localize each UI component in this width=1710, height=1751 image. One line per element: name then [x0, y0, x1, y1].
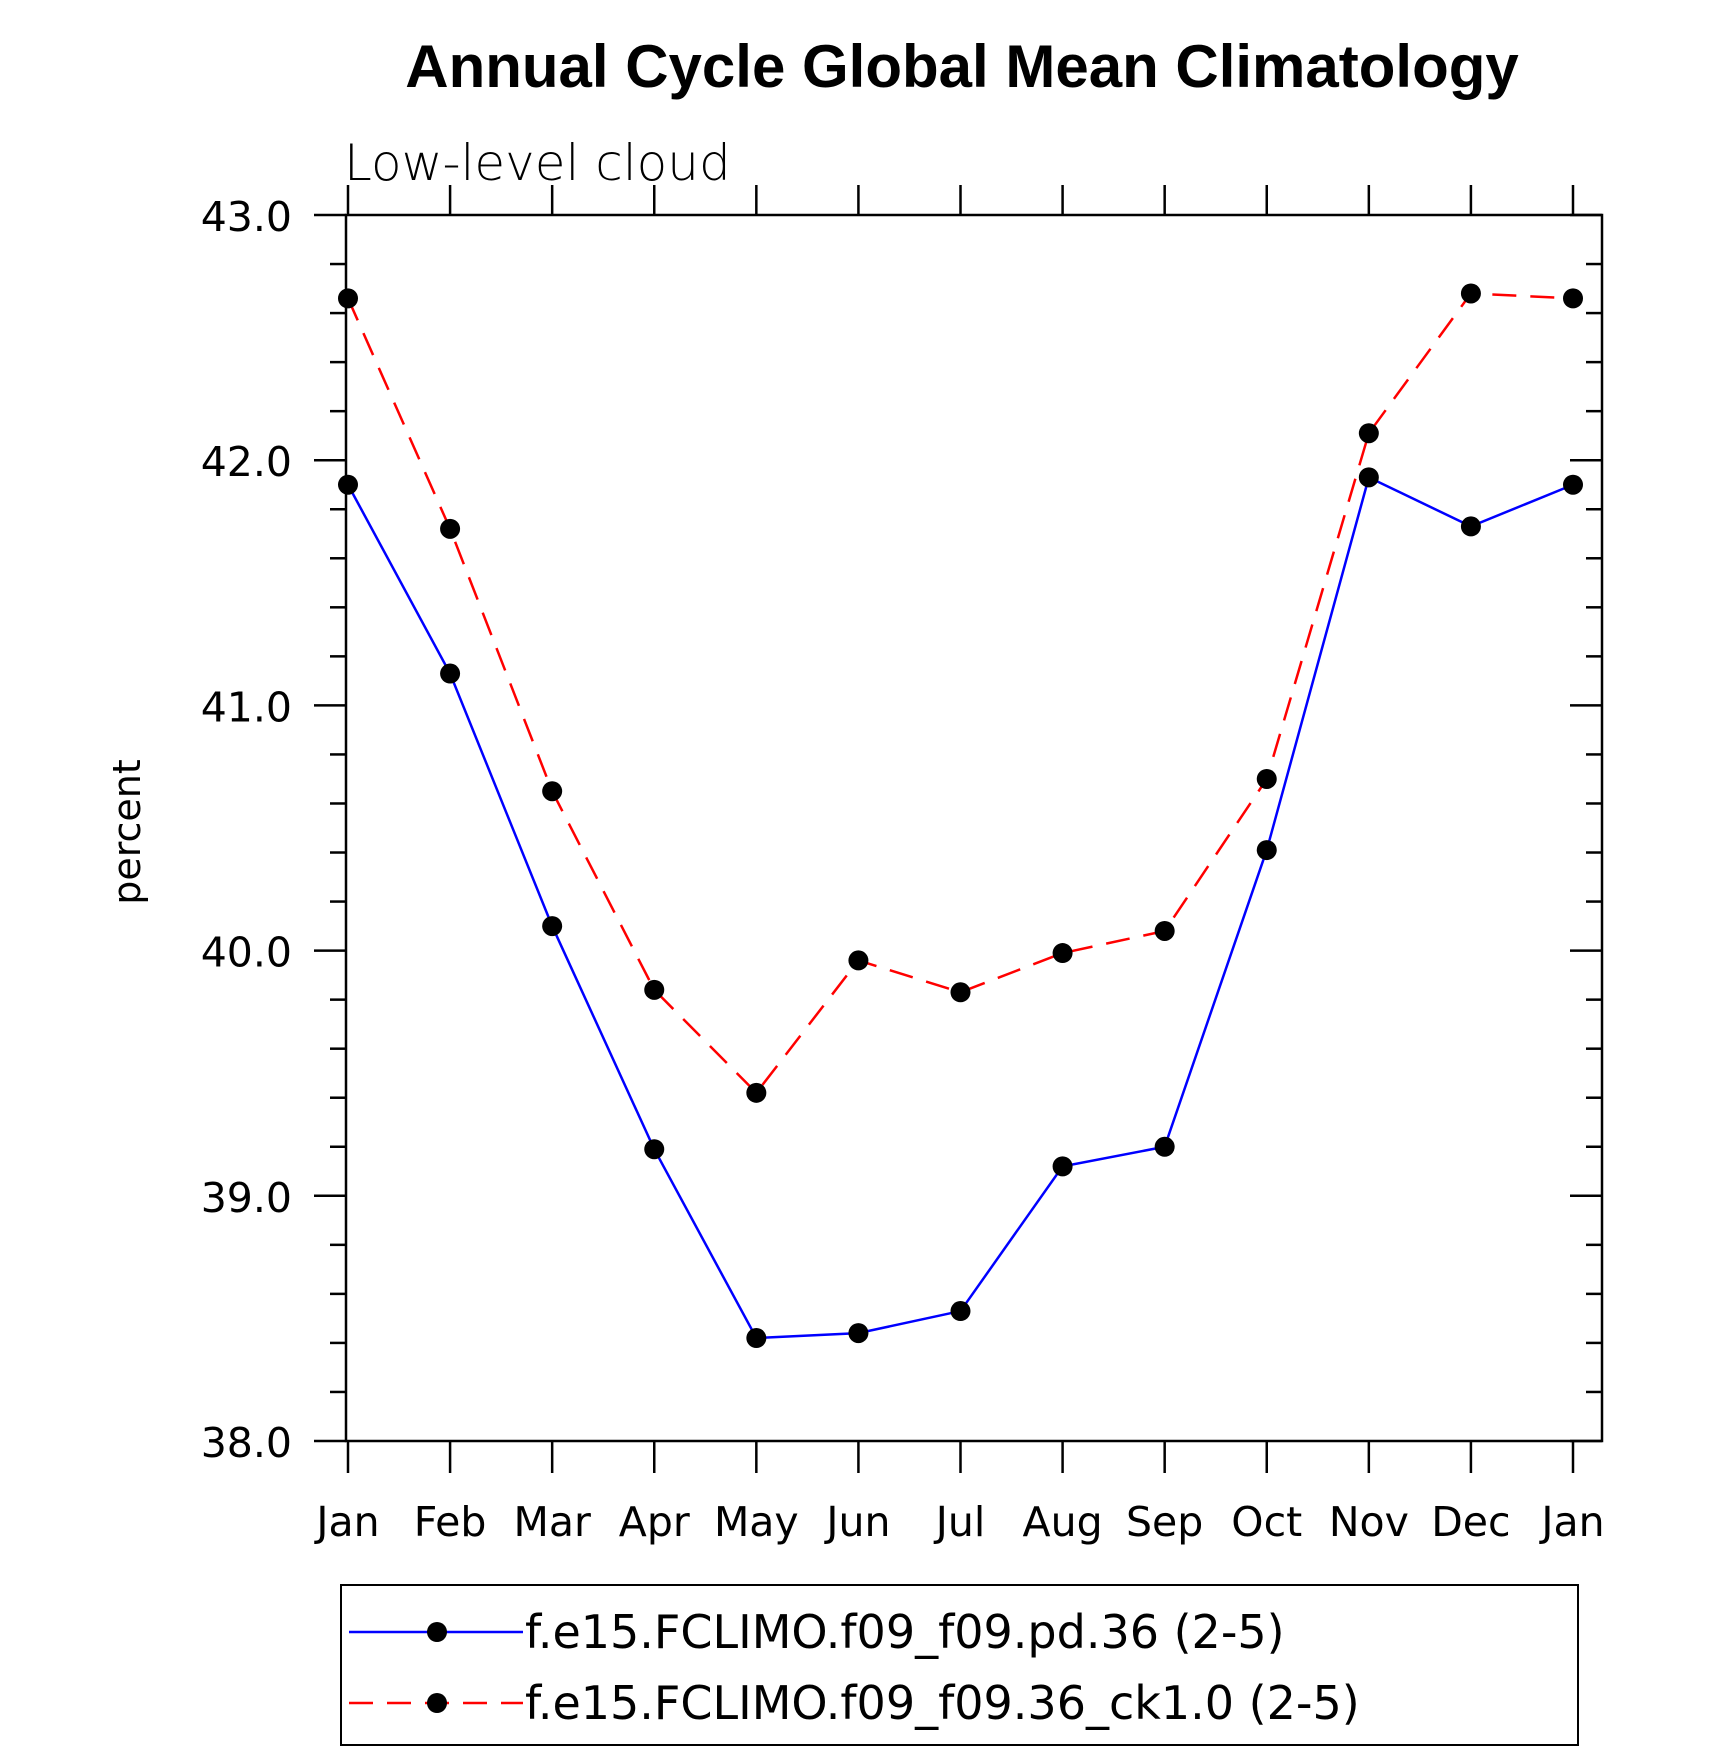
chart-title: Annual Cycle Global Mean Climatology	[405, 33, 1519, 100]
series-1-point	[644, 1139, 665, 1160]
x-tick-label: Jul	[933, 1498, 985, 1546]
series-1-point	[338, 474, 358, 495]
series-1-point	[1256, 840, 1277, 861]
series-2-point	[644, 979, 665, 1000]
series-group	[338, 283, 1583, 1349]
x-tick-label: Jun	[823, 1498, 890, 1546]
x-tick-label: Aug	[1023, 1498, 1103, 1546]
legend-entry-2: f.e15.FCLIMO.f09_f09.36_ck1.0 (2-5)	[349, 1676, 1360, 1730]
x-tick-label: Apr	[619, 1498, 690, 1546]
series-2-point	[848, 950, 869, 971]
series-1-point	[1154, 1136, 1175, 1157]
series-1-point	[848, 1323, 869, 1344]
legend-entry-1: f.e15.FCLIMO.f09_f09.pd.36 (2-5)	[349, 1605, 1285, 1659]
plot-frame	[344, 213, 1604, 1443]
series-1-point	[950, 1301, 971, 1322]
series-1-point	[1052, 1156, 1073, 1177]
x-tick-label: Feb	[414, 1498, 487, 1546]
plot-border	[344, 213, 1604, 1443]
x-tick-label: Jan	[1538, 1498, 1604, 1546]
legend-marker-1	[427, 1622, 447, 1642]
x-tick-label: May	[714, 1498, 799, 1546]
x-tick-label: Oct	[1231, 1498, 1302, 1546]
y-tick-label: 41.0	[201, 683, 292, 731]
series-1-point	[440, 663, 461, 684]
series-2-point	[1460, 283, 1481, 304]
y-tick-label: 43.0	[201, 193, 292, 241]
y-axis-label: percent	[105, 759, 149, 905]
series-1-point	[542, 916, 563, 937]
series-1-point	[1358, 467, 1379, 488]
legend-marker-2	[427, 1693, 447, 1713]
x-tick-label: Jan	[313, 1498, 379, 1546]
series-1-point	[746, 1328, 767, 1349]
y-axis: 38.0 39.0 40.0 41.0 42.0 43.0	[201, 193, 1602, 1467]
y-tick-label: 39.0	[201, 1174, 292, 1222]
legend: f.e15.FCLIMO.f09_f09.pd.36 (2-5) f.e15.F…	[340, 1584, 1579, 1746]
x-axis: Jan Feb Mar Apr May Jun Jul Aug Sep Oct Nov Dec Jan	[313, 185, 1605, 1546]
x-tick-label: Mar	[513, 1498, 590, 1546]
x-tick-label: Nov	[1329, 1498, 1409, 1546]
x-tick-label: Dec	[1431, 1498, 1510, 1546]
x-tick-label: Sep	[1126, 1498, 1203, 1546]
y-tick-label: 40.0	[201, 929, 292, 977]
series-2-point	[1563, 288, 1583, 309]
series-2-point	[950, 982, 971, 1003]
legend-label-1: f.e15.FCLIMO.f09_f09.pd.36 (2-5)	[525, 1605, 1285, 1659]
y-tick-label: 38.0	[201, 1419, 292, 1467]
chart-subtitle: Low-level cloud	[344, 134, 731, 192]
series-2-point	[1256, 768, 1277, 789]
series-1-point	[1563, 474, 1583, 495]
series-2-point	[1154, 920, 1175, 941]
legend-box	[340, 1584, 1579, 1746]
series-2-point	[746, 1082, 767, 1103]
series-2-point	[1358, 423, 1379, 444]
series-2-point	[338, 288, 358, 309]
series-line-2	[346, 292, 1574, 1095]
series-2-point	[1052, 943, 1073, 964]
y-tick-label: 42.0	[201, 438, 292, 486]
legend-label-2: f.e15.FCLIMO.f09_f09.36_ck1.0 (2-5)	[525, 1676, 1360, 1730]
series-2-point	[440, 518, 461, 539]
series-line-1	[346, 475, 1574, 1340]
series-1-point	[1460, 516, 1481, 537]
series-2-point	[542, 781, 563, 802]
